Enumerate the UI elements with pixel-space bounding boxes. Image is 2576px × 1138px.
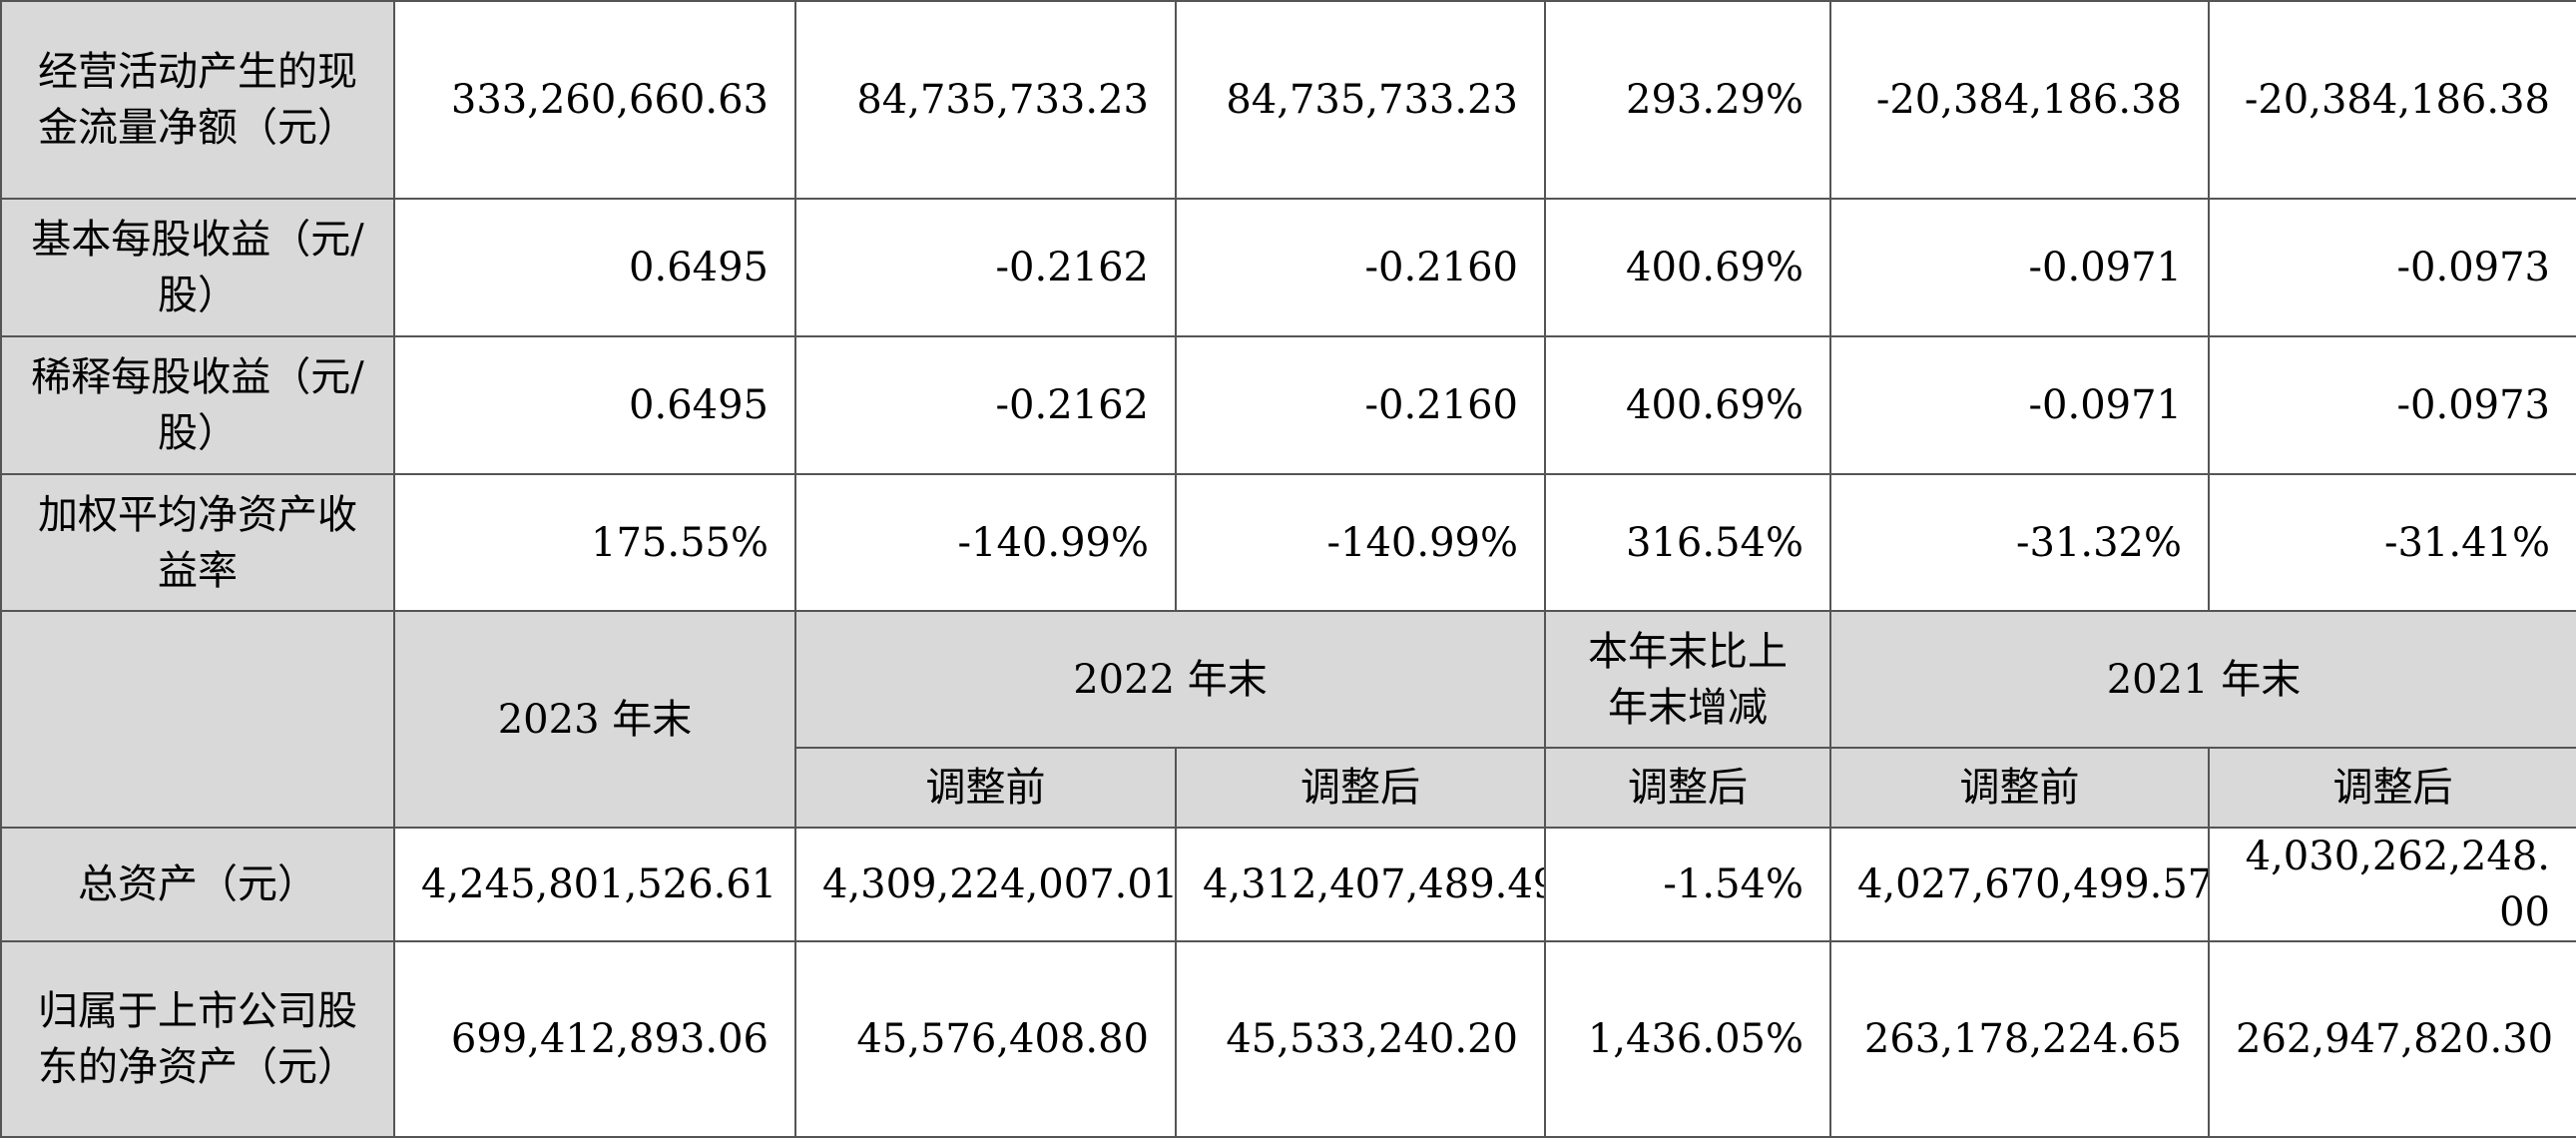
value-cell: -140.99% [794, 473, 1177, 612]
value-cell: 1,436.05% [1544, 940, 1831, 1138]
subheader-2021-after: 调整后 [2208, 747, 2576, 829]
value-cell: 262,947,820.30 [2208, 940, 2576, 1138]
value-cell: -0.0973 [2208, 335, 2576, 475]
value-cell: 400.69% [1544, 335, 1831, 475]
header-change: 本年末比上年末增减 [1544, 610, 1831, 749]
row-label: 基本每股收益（元/股） [0, 198, 395, 337]
subheader-2022-after: 调整后 [1175, 747, 1546, 829]
subheader-2021-before: 调整前 [1829, 747, 2210, 829]
value-cell: -31.32% [1829, 473, 2210, 612]
value-cell: 4,027,670,499.57 [1829, 827, 2210, 942]
value-cell: -140.99% [1175, 473, 1546, 612]
value-cell: 4,030,262,248.00 [2208, 827, 2576, 942]
value-cell: -0.2162 [794, 335, 1177, 475]
value-cell: 175.55% [393, 473, 796, 612]
value-cell: 84,735,733.23 [1175, 0, 1546, 200]
value-cell: -0.2162 [794, 198, 1177, 337]
value-cell: -0.0971 [1829, 198, 2210, 337]
row-label: 总资产（元） [0, 827, 395, 942]
value-cell: 4,312,407,489.49 [1175, 827, 1546, 942]
value-cell: -20,384,186.38 [2208, 0, 2576, 200]
value-cell: -0.0973 [2208, 198, 2576, 337]
table-row: 稀释每股收益（元/股） 0.6495 -0.2162 -0.2160 400.6… [0, 335, 2576, 475]
value-cell: 333,260,660.63 [393, 0, 796, 200]
header-row: 2023 年末 2022 年末 本年末比上年末增减 2021 年末 [0, 610, 2576, 829]
row-label: 经营活动产生的现金流量净额（元） [0, 0, 395, 200]
value-cell: 263,178,224.65 [1829, 940, 2210, 1138]
value-cell: 0.6495 [393, 198, 796, 337]
header-2023: 2023 年末 [393, 610, 796, 829]
subheader-2022-before: 调整前 [794, 747, 1177, 829]
value-cell: -0.2160 [1175, 335, 1546, 475]
header-corner-cell [0, 610, 395, 829]
table-row: 基本每股收益（元/股） 0.6495 -0.2162 -0.2160 400.6… [0, 198, 2576, 337]
header-2022: 2022 年末 [794, 610, 1546, 749]
value-cell: -20,384,186.38 [1829, 0, 2210, 200]
subheader-change-after: 调整后 [1544, 747, 1831, 829]
value-cell: 316.54% [1544, 473, 1831, 612]
header-2021: 2021 年末 [1829, 610, 2576, 749]
table-row: 总资产（元） 4,245,801,526.61 4,309,224,007.01… [0, 827, 2576, 942]
value-cell: -31.41% [2208, 473, 2576, 612]
value-cell: 293.29% [1544, 0, 1831, 200]
value-cell: -0.2160 [1175, 198, 1546, 337]
value-cell: 400.69% [1544, 198, 1831, 337]
row-label: 稀释每股收益（元/股） [0, 335, 395, 475]
value-cell: 0.6495 [393, 335, 796, 475]
table-row: 归属于上市公司股东的净资产（元） 699,412,893.06 45,576,4… [0, 940, 2576, 1138]
value-cell: 45,576,408.80 [794, 940, 1177, 1138]
row-label: 加权平均净资产收益率 [0, 473, 395, 612]
value-cell: 4,309,224,007.01 [794, 827, 1177, 942]
row-label: 归属于上市公司股东的净资产（元） [0, 940, 395, 1138]
value-cell: 4,245,801,526.61 [393, 827, 796, 942]
value-cell: 45,533,240.20 [1175, 940, 1546, 1138]
value-cell: -1.54% [1544, 827, 1831, 942]
value-cell: 84,735,733.23 [794, 0, 1177, 200]
table-row: 经营活动产生的现金流量净额（元） 333,260,660.63 84,735,7… [0, 0, 2576, 200]
value-cell: -0.0971 [1829, 335, 2210, 475]
value-cell: 699,412,893.06 [393, 940, 796, 1138]
subheader-row: 调整前 调整后 调整后 调整前 调整后 [1, 747, 2576, 829]
table-row: 加权平均净资产收益率 175.55% -140.99% -140.99% 316… [0, 473, 2576, 612]
